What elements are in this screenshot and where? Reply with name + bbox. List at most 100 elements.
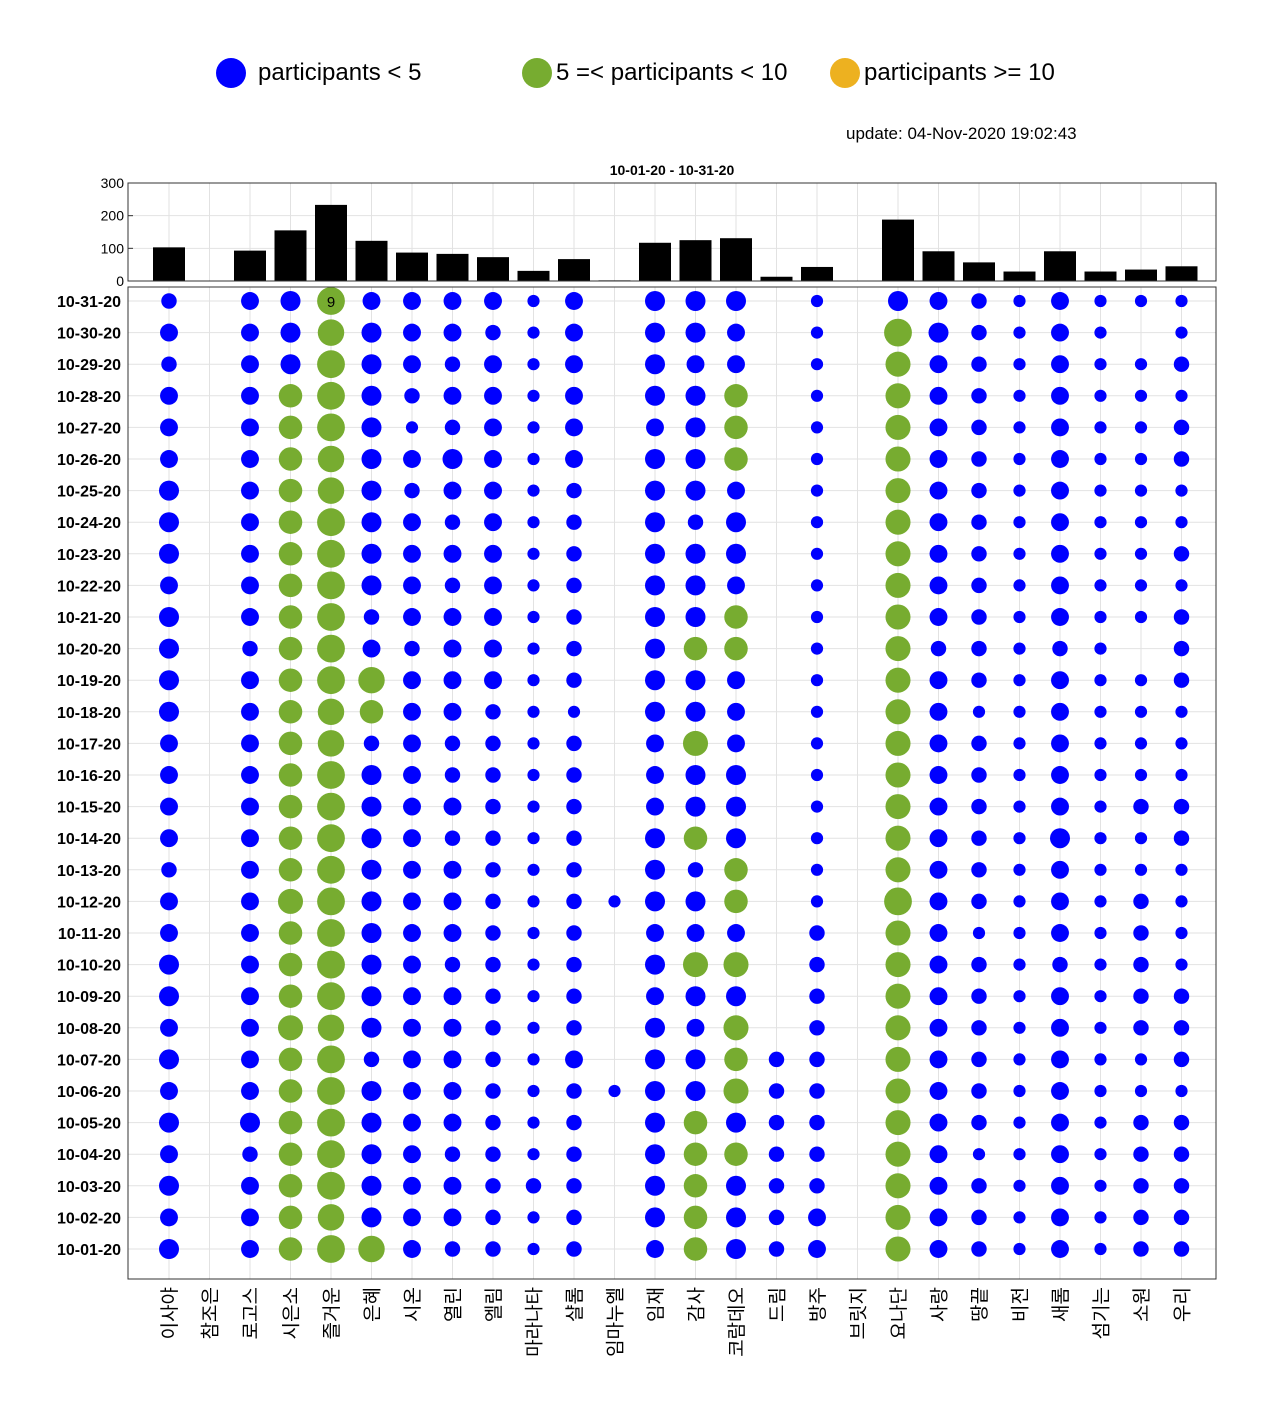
date-label: 10-04-20 <box>57 1147 121 1164</box>
bubble-9-10 <box>566 577 582 594</box>
category-label: 땅끝 <box>969 1287 991 1322</box>
bubble-26-14 <box>726 1112 746 1133</box>
bubble-27-23 <box>1094 1148 1107 1161</box>
bubble-22-20 <box>971 988 987 1004</box>
bubble-18-19 <box>929 860 948 879</box>
bubble-14-4 <box>317 730 345 757</box>
bubble-22-13 <box>685 986 706 1007</box>
bubble-3-24 <box>1134 389 1148 402</box>
date-label: 10-18-20 <box>57 705 121 722</box>
category-label: 열린 <box>443 1287 465 1322</box>
bubble-17-6 <box>403 829 421 848</box>
bubble-21-13 <box>682 952 709 978</box>
bubble-2-0 <box>161 356 177 372</box>
bubble-13-5 <box>359 700 384 724</box>
bubble-25-9 <box>527 1084 540 1098</box>
bubble-3-6 <box>404 388 420 404</box>
bubble-14-22 <box>1051 734 1069 753</box>
bar-21 <box>1003 271 1036 281</box>
bubble-25-18 <box>885 1078 911 1104</box>
bubble-5-10 <box>565 450 583 468</box>
bubble-20-14 <box>727 924 745 942</box>
bubble-6-10 <box>566 482 582 499</box>
bubble-27-21 <box>1013 1148 1026 1161</box>
category-label: 샬롬 <box>564 1287 586 1322</box>
bubble-7-22 <box>1051 513 1069 532</box>
bubble-1-6 <box>403 323 421 342</box>
bubble-17-20 <box>971 830 987 846</box>
bubble-19-12 <box>645 891 665 912</box>
bubble-2-16 <box>810 358 824 371</box>
bubble-17-2 <box>241 829 259 848</box>
bubble-30-3 <box>278 1237 303 1261</box>
bubble-23-3 <box>277 1015 304 1041</box>
bubble-12-23 <box>1094 674 1107 687</box>
bubble-1-4 <box>317 319 345 346</box>
bubble-26-13 <box>683 1110 708 1135</box>
bubble-11-20 <box>971 640 987 657</box>
bubble-29-19 <box>929 1208 948 1227</box>
bubble-21-20 <box>971 956 987 973</box>
bubble-23-25 <box>1173 1020 1190 1036</box>
bubble-17-7 <box>444 830 461 846</box>
bubble-27-2 <box>242 1146 258 1162</box>
bubble-6-22 <box>1051 481 1069 500</box>
bubble-26-10 <box>566 1114 582 1131</box>
bubble-11-2 <box>242 640 258 657</box>
bubble-10-6 <box>403 608 421 626</box>
bubble-17-23 <box>1094 832 1107 845</box>
bubble-10-22 <box>1051 608 1069 626</box>
bubble-5-24 <box>1134 452 1148 466</box>
bubble-17-25 <box>1173 830 1190 846</box>
bubble-7-21 <box>1013 516 1026 529</box>
bubble-28-16 <box>809 1178 825 1194</box>
bubble-25-10 <box>566 1083 582 1099</box>
bubble-1-8 <box>485 324 501 341</box>
bubble-6-5 <box>361 480 382 501</box>
date-label: 10-13-20 <box>57 863 121 880</box>
bubble-20-19 <box>929 924 948 942</box>
bubble-21-4 <box>317 950 345 979</box>
bubble-24-3 <box>278 1047 303 1072</box>
bubble-17-5 <box>361 828 382 849</box>
bubble-15-7 <box>444 767 461 783</box>
bar-8 <box>477 257 509 281</box>
bubble-3-0 <box>160 386 178 405</box>
bubble-12-2 <box>241 671 259 690</box>
bubble-24-4 <box>317 1045 345 1074</box>
category-label: 요나단 <box>888 1287 910 1339</box>
bubble-2-19 <box>929 355 948 374</box>
legend-marker-low <box>216 58 246 88</box>
bubble-4-18 <box>885 414 911 440</box>
bar-13 <box>679 240 712 281</box>
bar-25 <box>1165 266 1198 281</box>
bubble-27-15 <box>768 1146 785 1162</box>
bubble-18-23 <box>1094 863 1107 876</box>
bubble-13-8 <box>485 704 501 720</box>
bubble-25-25 <box>1175 1084 1188 1098</box>
bubble-7-23 <box>1094 516 1107 529</box>
bubble-6-25 <box>1175 484 1188 497</box>
bubble-9-16 <box>810 579 824 592</box>
bubble-14-20 <box>971 735 987 752</box>
bubble-29-2 <box>241 1208 259 1227</box>
bubble-8-16 <box>810 547 824 560</box>
bubble-11-10 <box>566 640 582 657</box>
bubble-20-3 <box>278 921 303 945</box>
bubble-26-8 <box>485 1114 501 1131</box>
bubble-4-16 <box>810 421 824 434</box>
bubble-28-8 <box>485 1178 501 1194</box>
legend: participants < 5 5 =< participants < 10 … <box>0 52 1280 94</box>
bubble-16-22 <box>1051 797 1069 816</box>
bubble-21-14 <box>723 952 749 978</box>
bubble-19-20 <box>971 893 987 910</box>
bubble-14-0 <box>160 734 178 753</box>
legend-marker-high <box>830 58 860 88</box>
bubble-1-10 <box>565 323 583 342</box>
bubble-24-0 <box>159 1049 179 1070</box>
bubble-24-16 <box>809 1051 825 1068</box>
bubble-8-3 <box>278 542 303 566</box>
bubble-4-2 <box>241 418 259 437</box>
bubble-12-7 <box>443 671 462 690</box>
bubble-7-3 <box>278 510 303 534</box>
